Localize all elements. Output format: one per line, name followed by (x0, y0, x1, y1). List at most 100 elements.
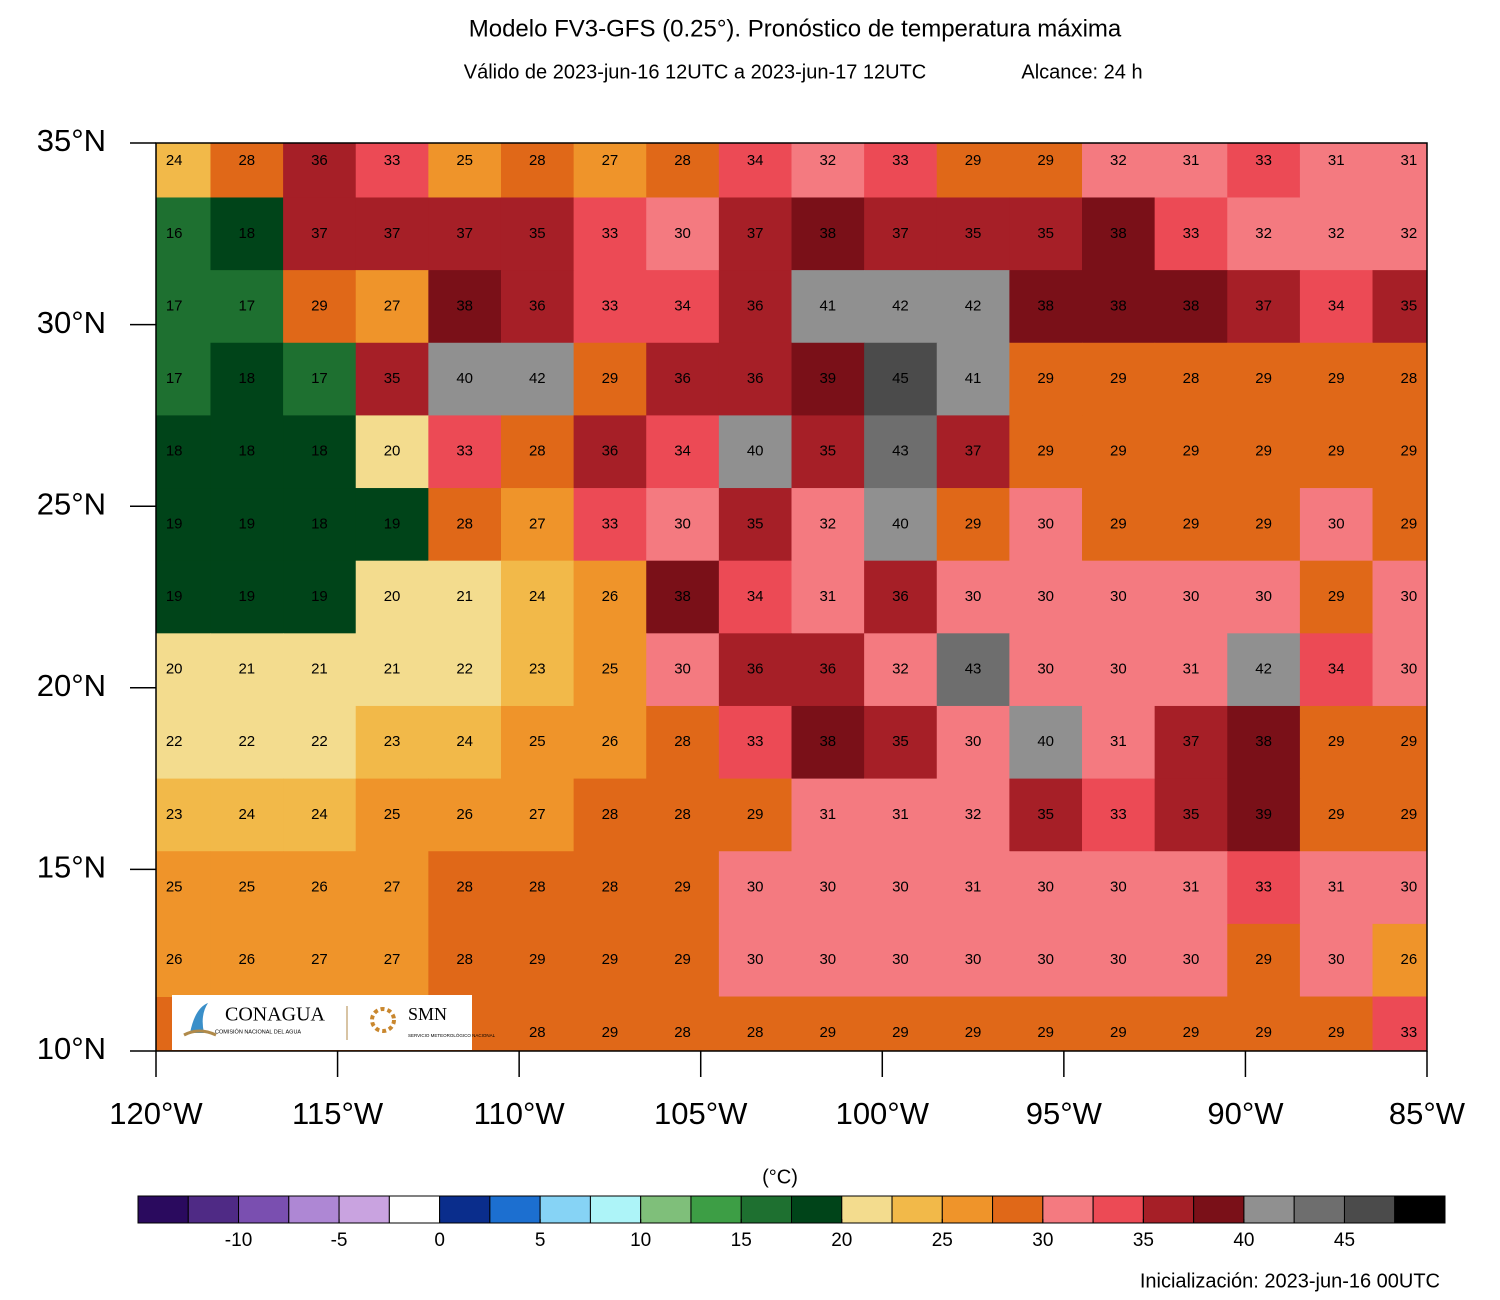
value-label: 28 (1183, 370, 1200, 387)
field-cell (500, 996, 575, 1051)
field-cell (1227, 488, 1301, 562)
field-cell (1082, 778, 1156, 852)
field-cell (210, 488, 284, 562)
colorbar-box (1193, 1195, 1245, 1224)
field-cell (1154, 705, 1228, 780)
field-cell (936, 143, 1010, 198)
field-cell (791, 923, 865, 998)
value-label: 33 (1400, 1024, 1417, 1041)
value-label: 33 (602, 515, 619, 532)
value-label: 30 (747, 879, 764, 896)
field-cell (646, 143, 720, 198)
value-label: 18 (166, 443, 183, 460)
value-label: 28 (1400, 370, 1417, 387)
field-cell (428, 923, 502, 998)
field-cell (864, 560, 938, 634)
value-label: 30 (965, 588, 982, 605)
field-cell (1299, 996, 1374, 1051)
field-cell (1009, 923, 1083, 998)
value-label: 38 (819, 225, 836, 242)
value-label: 20 (384, 443, 401, 460)
field-cell (718, 415, 792, 489)
field-cell (1372, 560, 1427, 634)
field-cell (1009, 143, 1083, 198)
field-cell (1299, 270, 1374, 344)
value-label: 36 (674, 370, 691, 387)
field-cell (355, 705, 429, 780)
field-cell (1009, 342, 1083, 416)
field-cell (1227, 996, 1301, 1051)
value-label: 34 (747, 588, 764, 605)
value-label: 29 (1037, 370, 1054, 387)
field-cell (1372, 778, 1427, 852)
value-label: 33 (456, 443, 473, 460)
field-cell (646, 851, 720, 925)
field-cell (864, 415, 938, 489)
value-label: 22 (311, 733, 328, 750)
value-label: 25 (602, 661, 619, 678)
value-label: 30 (1183, 588, 1200, 605)
field-cell (791, 778, 865, 852)
value-label: 29 (1255, 443, 1272, 460)
field-cell (283, 488, 357, 562)
value-label: 30 (1037, 515, 1054, 532)
field-cell (1372, 143, 1427, 198)
value-label: 29 (1255, 951, 1272, 968)
field-cell (1227, 923, 1301, 998)
value-label: 29 (602, 1024, 619, 1041)
field-cell (718, 342, 792, 416)
colorbar: -10 -5 0 5 10 15 20 25 30 35 40 45 (137, 1195, 1446, 1251)
field-cell (791, 851, 865, 925)
field-cell (936, 197, 1010, 271)
field-cell (156, 705, 211, 780)
field-cell (210, 705, 284, 780)
field-cell (936, 415, 1010, 489)
field-cell (500, 851, 575, 925)
field-cell (1227, 270, 1301, 344)
field-cell (1082, 923, 1156, 998)
value-label: 30 (1037, 661, 1054, 678)
field-cell (210, 851, 284, 925)
value-label: 27 (311, 951, 328, 968)
logo-service: SMN (408, 1004, 447, 1024)
colorbar-box (1142, 1195, 1195, 1224)
colorbar-box (841, 1195, 893, 1224)
field-cell (864, 488, 938, 562)
field-cell (428, 270, 502, 344)
field-cell (1082, 560, 1156, 634)
field-cell (355, 342, 429, 416)
field-cell (1154, 143, 1228, 198)
colorbar-tick-label: 0 (434, 1230, 445, 1251)
value-label: 25 (456, 152, 473, 169)
value-label: 33 (1183, 225, 1200, 242)
value-label: 29 (892, 1024, 909, 1041)
value-label: 27 (384, 951, 401, 968)
value-label: 32 (819, 515, 836, 532)
field-cell (428, 778, 502, 852)
field-cell (1299, 923, 1374, 998)
value-label: 18 (238, 370, 255, 387)
x-tick-label: 100°W (836, 1096, 930, 1131)
colorbar-unit: (°C) (762, 1166, 798, 1188)
field-cell (791, 270, 865, 344)
value-label: 29 (1183, 443, 1200, 460)
field-cell (1154, 778, 1228, 852)
value-label: 38 (1183, 297, 1200, 314)
value-label: 21 (384, 661, 401, 678)
logo-icon (190, 1003, 208, 1033)
field-cell (646, 415, 720, 489)
value-label: 31 (1110, 733, 1127, 750)
colorbar-box (1394, 1195, 1446, 1224)
map-frame (155, 142, 1428, 1052)
field-cell (1009, 270, 1083, 344)
field-cell (1227, 342, 1301, 416)
field-cell (355, 923, 429, 998)
field-cell (1299, 197, 1374, 271)
value-label: 30 (674, 225, 691, 242)
field-cell (1299, 488, 1374, 562)
value-label: 41 (819, 297, 836, 314)
field-cell (573, 851, 647, 925)
value-label: 34 (674, 297, 691, 314)
field-cell (283, 923, 357, 998)
field-cell (791, 143, 865, 198)
